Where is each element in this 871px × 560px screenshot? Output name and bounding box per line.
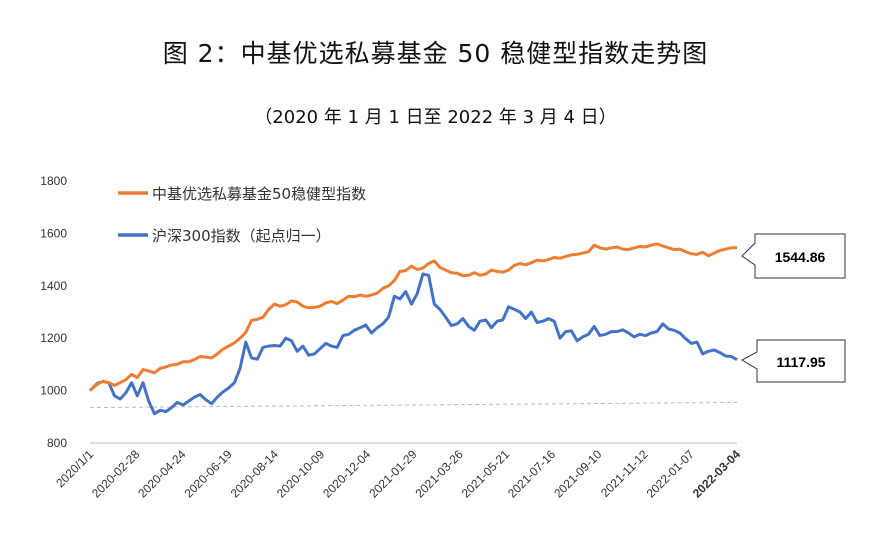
x-tick-label: 2020-06-19 [181, 447, 235, 501]
y-tick-label: 1800 [40, 174, 67, 188]
legend-label-blue: 沪深300指数（起点归一） [152, 227, 331, 245]
x-tick-label: 2021-05-21 [459, 447, 513, 501]
x-tick-label: 2021-01-29 [366, 447, 420, 501]
x-tick-label: 2020-12-04 [320, 447, 374, 501]
x-tick-label: 2020-10-09 [274, 447, 328, 501]
x-tick-label: 2021-09-10 [551, 447, 605, 501]
callout-value-orange: 1544.86 [775, 249, 826, 265]
legend-label-orange: 中基优选私募基金50稳健型指数 [152, 185, 366, 203]
x-tick-label: 2021-03-26 [413, 447, 467, 501]
y-tick-label: 1200 [40, 331, 67, 345]
callout-box-orange [741, 233, 846, 279]
series-line-blue [88, 272, 738, 416]
callout-box-blue [740, 339, 846, 383]
y-tick-label: 1400 [40, 279, 67, 293]
chart-subtitle: （2020 年 1 月 1 日至 2022 年 3 月 4 日） [254, 107, 617, 128]
x-tick-label: 2020-08-14 [228, 447, 282, 501]
callout-blue: 1117.95 [740, 339, 846, 383]
x-tick-label: 2020/1/1 [53, 447, 96, 490]
series-group [88, 242, 738, 416]
callout-value-blue: 1117.95 [776, 354, 825, 370]
y-tick-label: 1600 [40, 226, 67, 240]
baseline-dashed-line [89, 401, 738, 409]
x-tick-label: 2020-02-28 [89, 447, 143, 501]
x-tick-label: 2020-04-24 [135, 447, 189, 501]
x-axis: 2020/1/12020-02-282020-04-242020-06-1920… [53, 447, 743, 501]
series-line-orange [89, 242, 737, 392]
chart-title: 图 2：中基优选私募基金 50 稳健型指数走势图 [162, 39, 709, 68]
y-tick-label: 800 [47, 436, 67, 450]
callout-orange: 1544.86 [741, 233, 846, 279]
legend: 中基优选私募基金50稳健型指数 沪深300指数（起点归一） [118, 185, 366, 245]
y-tick-label: 1000 [40, 384, 67, 398]
y-axis: 800 1000 1200 1400 1600 1800 [40, 174, 67, 450]
x-tick-label: 2021-07-16 [505, 447, 559, 501]
x-tick-label: 2022-01-07 [644, 447, 698, 501]
x-tick-label: 2021-11-12 [598, 447, 651, 500]
x-tick-label: 2022-03-04 [690, 447, 744, 501]
